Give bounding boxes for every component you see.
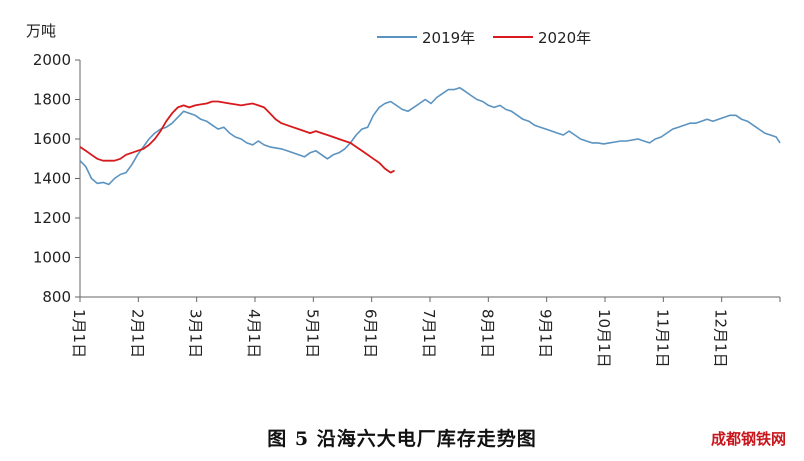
- y-tick-label: 1400: [33, 170, 71, 188]
- line-chart: 万吨 800 1000 1200 1400 1600 1800 2000 1月1日 2月1日 3…: [26, 22, 781, 368]
- x-tick-label: 6月1日: [362, 309, 380, 358]
- y-unit-label: 万吨: [26, 22, 56, 40]
- series-line-1: [79, 86, 781, 186]
- x-axis: 1月1日 2月1日 3月1日 4月1日 5月1日 6月1日 7月1日 8月1日 9月1日 10月1…: [70, 296, 781, 368]
- y-tick-label: 1000: [33, 249, 71, 267]
- x-tick-label: 5月1日: [303, 309, 321, 358]
- legend: 2019年 2020年: [377, 29, 591, 47]
- x-tick-label: 11月1日: [653, 309, 671, 368]
- x-tick-label: 3月1日: [187, 309, 205, 358]
- x-tick-label: 8月1日: [478, 309, 496, 358]
- x-tick-label: 1月1日: [70, 309, 88, 358]
- x-tick-label: 10月1日: [595, 309, 613, 368]
- y-tick-label: 1800: [33, 91, 71, 109]
- y-tick-label: 1200: [33, 209, 71, 227]
- x-tick-label: 9月1日: [537, 309, 555, 358]
- y-tick-label: 800: [42, 288, 71, 306]
- x-tick-label: 4月1日: [245, 309, 263, 358]
- legend-label-1: 2019年: [422, 29, 475, 47]
- x-tick-label: 7月1日: [420, 309, 438, 358]
- brand-logo-text: 成都钢铁网: [710, 430, 786, 448]
- legend-label-2: 2020年: [538, 29, 591, 47]
- plot-area: [79, 86, 781, 186]
- figure-caption: 图 5 沿海六大电厂库存走势图: [267, 428, 537, 450]
- series-line-2: [79, 100, 395, 174]
- y-tick-label: 1600: [33, 130, 71, 148]
- x-tick-label: 12月1日: [712, 309, 730, 368]
- y-axis: 800 1000 1200 1400 1600 1800 2000: [33, 51, 81, 306]
- x-tick-label: 2月1日: [128, 309, 146, 358]
- y-tick-label: 2000: [33, 51, 71, 69]
